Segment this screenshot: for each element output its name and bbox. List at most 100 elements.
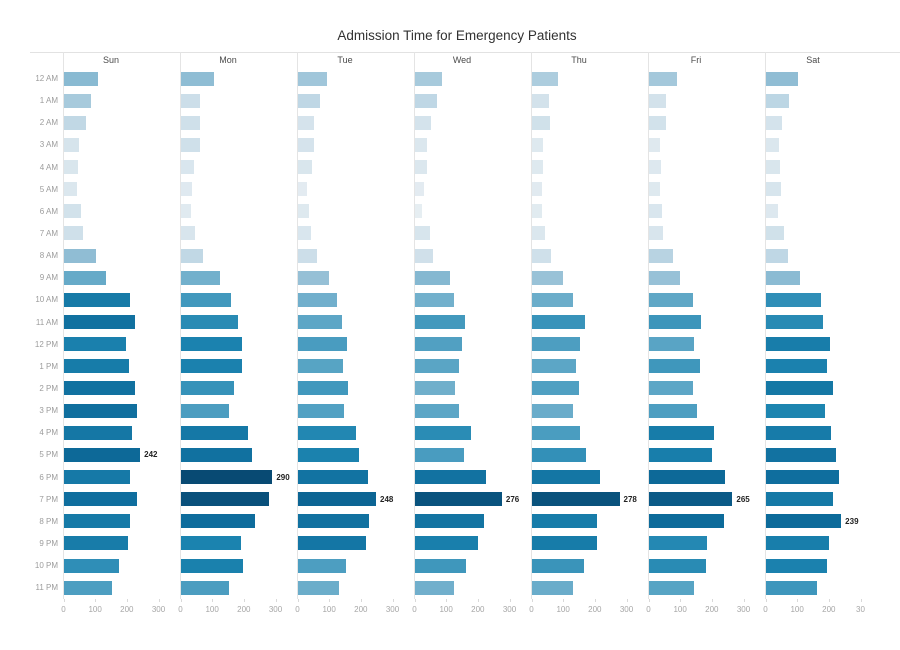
bar[interactable] xyxy=(648,403,697,418)
bar[interactable] xyxy=(297,492,377,507)
bar[interactable] xyxy=(63,204,81,219)
bar[interactable] xyxy=(180,160,195,175)
bar[interactable] xyxy=(765,558,828,573)
bar[interactable] xyxy=(765,270,800,285)
bar[interactable] xyxy=(63,425,132,440)
bar[interactable] xyxy=(297,71,327,86)
bar[interactable] xyxy=(63,248,97,263)
bar[interactable] xyxy=(63,315,136,330)
bar[interactable] xyxy=(297,315,342,330)
bar[interactable] xyxy=(765,514,842,529)
bar[interactable] xyxy=(180,248,203,263)
bar[interactable] xyxy=(765,226,784,241)
bar[interactable] xyxy=(63,447,141,462)
bar[interactable] xyxy=(648,381,693,396)
bar[interactable] xyxy=(180,115,200,130)
bar[interactable] xyxy=(414,71,443,86)
bar[interactable] xyxy=(180,182,192,197)
bar[interactable] xyxy=(297,270,330,285)
bar[interactable] xyxy=(648,558,706,573)
bar[interactable] xyxy=(765,292,821,307)
bar[interactable] xyxy=(414,93,437,108)
bar[interactable] xyxy=(63,580,112,595)
bar[interactable] xyxy=(180,492,270,507)
bar[interactable] xyxy=(648,447,713,462)
bar[interactable] xyxy=(297,182,307,197)
bar[interactable] xyxy=(180,558,243,573)
bar[interactable] xyxy=(531,580,573,595)
bar[interactable] xyxy=(180,447,253,462)
bar[interactable] xyxy=(63,182,77,197)
bar[interactable] xyxy=(414,292,455,307)
bar[interactable] xyxy=(63,403,137,418)
bar[interactable] xyxy=(180,71,214,86)
bar[interactable] xyxy=(297,226,312,241)
bar[interactable] xyxy=(414,492,502,507)
bar[interactable] xyxy=(531,425,581,440)
bar[interactable] xyxy=(531,270,563,285)
bar[interactable] xyxy=(765,160,780,175)
bar[interactable] xyxy=(63,137,80,152)
bar[interactable] xyxy=(180,337,242,352)
bar[interactable] xyxy=(63,337,126,352)
bar[interactable] xyxy=(180,93,201,108)
bar[interactable] xyxy=(765,470,839,485)
bar[interactable] xyxy=(531,470,601,485)
bar[interactable] xyxy=(765,492,833,507)
bar[interactable] xyxy=(765,580,818,595)
bar[interactable] xyxy=(63,270,106,285)
bar[interactable] xyxy=(63,226,83,241)
bar[interactable] xyxy=(180,204,192,219)
bar[interactable] xyxy=(648,315,701,330)
bar[interactable] xyxy=(414,160,428,175)
bar[interactable] xyxy=(765,248,788,263)
bar[interactable] xyxy=(180,359,243,374)
bar[interactable] xyxy=(414,514,485,529)
bar[interactable] xyxy=(414,248,434,263)
bar[interactable] xyxy=(414,115,432,130)
bar[interactable] xyxy=(180,381,235,396)
bar[interactable] xyxy=(180,580,229,595)
bar[interactable] xyxy=(297,403,345,418)
bar[interactable] xyxy=(648,536,707,551)
bar[interactable] xyxy=(648,337,694,352)
bar[interactable] xyxy=(180,292,232,307)
bar[interactable] xyxy=(63,381,136,396)
bar[interactable] xyxy=(414,558,467,573)
bar[interactable] xyxy=(297,381,349,396)
bar[interactable] xyxy=(648,137,660,152)
bar[interactable] xyxy=(648,580,695,595)
bar[interactable] xyxy=(531,315,585,330)
bar[interactable] xyxy=(765,182,781,197)
bar[interactable] xyxy=(63,492,137,507)
bar[interactable] xyxy=(531,492,620,507)
bar[interactable] xyxy=(765,337,831,352)
bar[interactable] xyxy=(531,381,579,396)
bar[interactable] xyxy=(63,160,78,175)
bar[interactable] xyxy=(531,447,586,462)
bar[interactable] xyxy=(531,337,580,352)
bar[interactable] xyxy=(765,71,799,86)
bar[interactable] xyxy=(297,536,366,551)
bar[interactable] xyxy=(414,226,430,241)
bar[interactable] xyxy=(765,447,837,462)
bar[interactable] xyxy=(63,115,86,130)
bar[interactable] xyxy=(648,226,664,241)
bar[interactable] xyxy=(531,71,559,86)
bar[interactable] xyxy=(531,115,550,130)
bar[interactable] xyxy=(765,315,823,330)
bar[interactable] xyxy=(180,536,242,551)
bar[interactable] xyxy=(414,204,423,219)
bar[interactable] xyxy=(180,270,221,285)
bar[interactable] xyxy=(531,160,544,175)
bar[interactable] xyxy=(63,71,99,86)
bar[interactable] xyxy=(531,137,544,152)
bar[interactable] xyxy=(297,514,370,529)
bar[interactable] xyxy=(180,514,256,529)
bar[interactable] xyxy=(414,337,462,352)
bar[interactable] xyxy=(765,204,778,219)
bar[interactable] xyxy=(414,182,424,197)
bar[interactable] xyxy=(648,292,693,307)
bar[interactable] xyxy=(297,115,314,130)
bar[interactable] xyxy=(648,248,673,263)
